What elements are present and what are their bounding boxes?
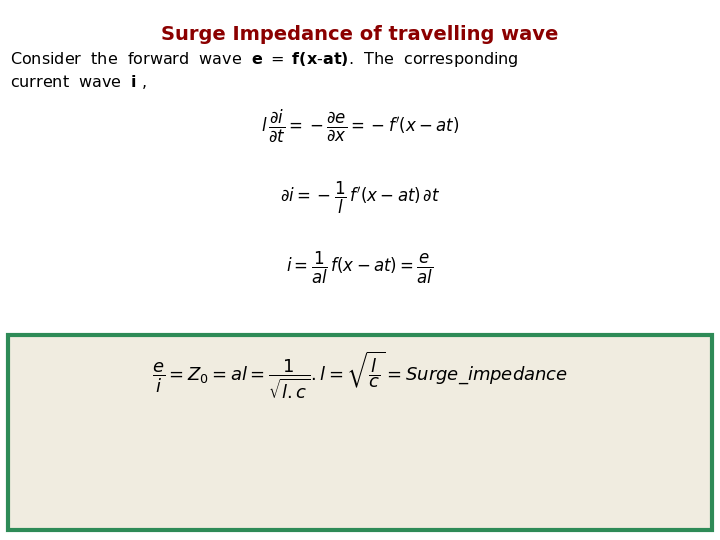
Text: $\dfrac{e}{i} = Z_0 = al = \dfrac{1}{\sqrt{l.c}}.l = \sqrt{\dfrac{l}{c}} = Surge: $\dfrac{e}{i} = Z_0 = al = \dfrac{1}{\sq… bbox=[152, 350, 568, 401]
FancyBboxPatch shape bbox=[8, 335, 712, 530]
Text: current  wave  $\mathbf{i}$ ,: current wave $\mathbf{i}$ , bbox=[10, 73, 147, 91]
Text: $\partial i = -\dfrac{1}{l}\,f'(x - at)\,\partial t$: $\partial i = -\dfrac{1}{l}\,f'(x - at)\… bbox=[279, 180, 441, 216]
Text: Consider  the  forward  wave  $\mathbf{e}$ $=$ $\mathbf{f(x\text{-}at)}$.  The  : Consider the forward wave $\mathbf{e}$ $… bbox=[10, 50, 518, 69]
Text: Surge Impedance of travelling wave: Surge Impedance of travelling wave bbox=[161, 25, 559, 44]
Text: $l\,\dfrac{\partial i}{\partial t} = -\dfrac{\partial e}{\partial x} = -f'(x - a: $l\,\dfrac{\partial i}{\partial t} = -\d… bbox=[261, 108, 459, 144]
Text: $i = \dfrac{1}{al}\,f(x - at) = \dfrac{e}{al}$: $i = \dfrac{1}{al}\,f(x - at) = \dfrac{e… bbox=[286, 250, 434, 286]
